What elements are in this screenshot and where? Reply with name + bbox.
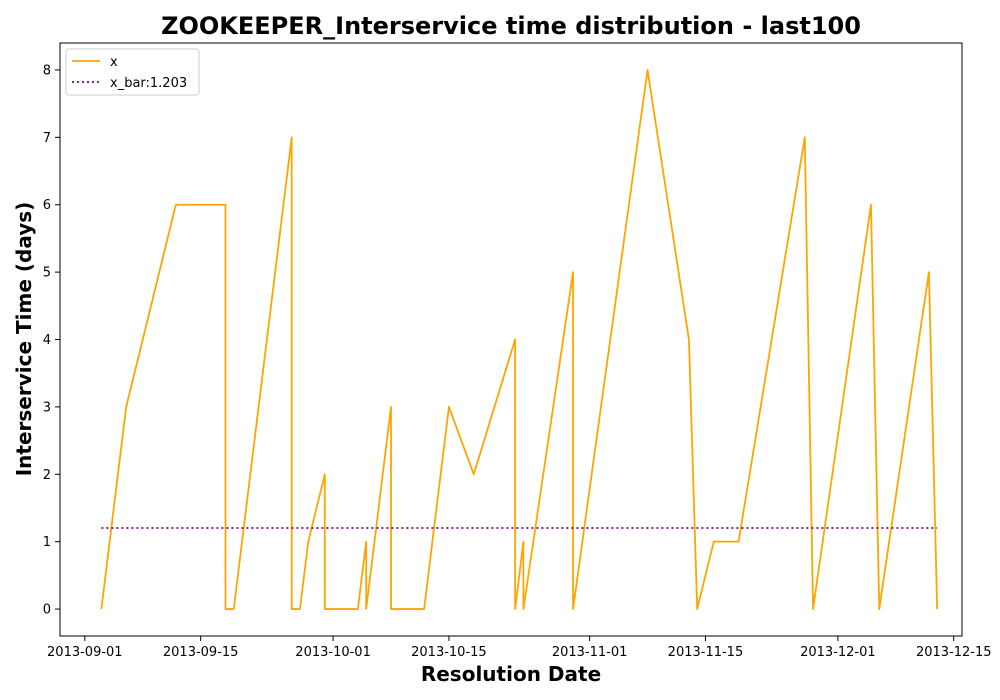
y-tick-label-3: 3 [43, 400, 51, 415]
series-line-0 [100, 69, 939, 610]
x-tick-label-4: 2013-11-01 [552, 645, 628, 660]
legend-label-x-bar: x_bar:1.203 [110, 76, 187, 91]
x-tick-label-6: 2013-12-01 [800, 645, 876, 660]
legend-label-x: x [110, 55, 118, 70]
x-tick-label-5: 2013-11-15 [668, 645, 744, 660]
x-tick-label-1: 2013-09-15 [163, 645, 239, 660]
legend: x x_bar:1.203 [65, 48, 200, 96]
y-tick-label-1: 1 [43, 535, 51, 550]
plot-area: 2013-09-01 2013-09-15 2013-10-01 2013-10-15… [43, 63, 992, 660]
x-tick-label-3: 2013-10-15 [411, 645, 487, 660]
x-axis-title: Resolution Date [421, 662, 601, 686]
x-tick-label-2: 2013-10-01 [295, 645, 371, 660]
y-tick-label-5: 5 [43, 266, 51, 281]
chart-title: ZOOKEEPER_Interservice time distribution… [161, 12, 861, 40]
y-tick-label-2: 2 [43, 468, 51, 483]
plot-frame [59, 42, 963, 637]
y-axis-title: Interservice Time (days) [12, 202, 36, 477]
y-tick-label-4: 4 [43, 333, 51, 348]
y-tick-label-6: 6 [43, 198, 51, 213]
x-tick-label-7: 2013-12-15 [916, 645, 992, 660]
y-tick-label-0: 0 [43, 603, 51, 618]
x-tick-label-0: 2013-09-01 [47, 645, 123, 660]
y-tick-label-7: 7 [43, 131, 51, 146]
y-tick-label-8: 8 [43, 63, 51, 78]
